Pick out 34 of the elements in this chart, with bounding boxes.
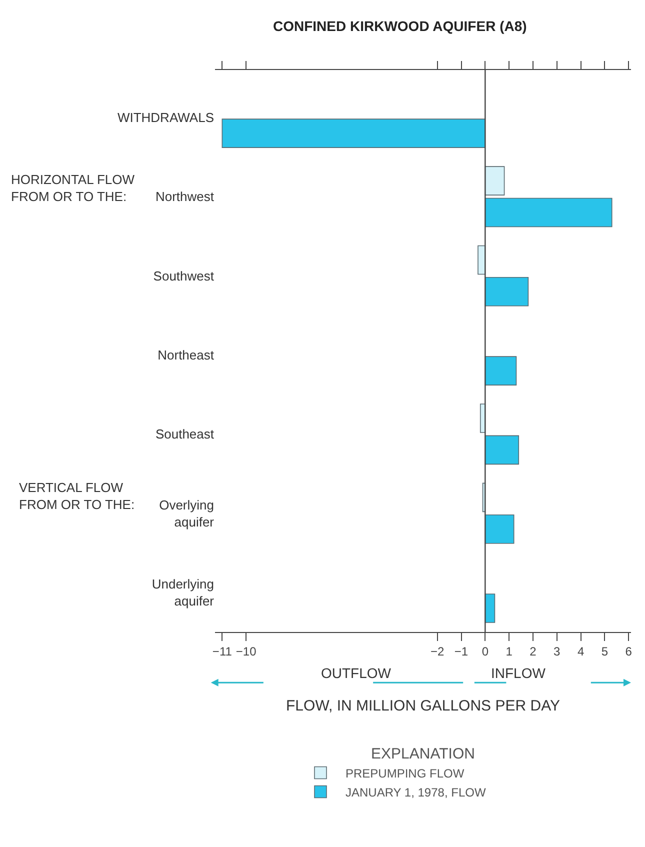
legend-label: PREPUMPING FLOW xyxy=(346,766,465,780)
bar xyxy=(484,356,517,386)
y-tick-label: Overlying aquifer xyxy=(159,497,215,530)
y-tick-label: WITHDRAWALS xyxy=(117,110,214,126)
y-tick-label: Southeast xyxy=(155,426,214,442)
x-axis-title: FLOW, IN MILLION GALLONS PER DAY xyxy=(286,697,560,714)
bar xyxy=(222,118,486,148)
bar xyxy=(484,166,505,196)
text: HORIZONTAL FLOW FROM OR TO THE: xyxy=(11,172,136,204)
x-tick-label: 3 xyxy=(554,644,561,658)
bar xyxy=(484,276,529,306)
x-tick-label: 2 xyxy=(530,644,537,658)
text: INFLOW xyxy=(491,665,546,681)
x-tick-label: −2 xyxy=(430,644,445,658)
x-tick-label: 4 xyxy=(577,644,584,658)
y-tick-label: Underlying aquifer xyxy=(152,576,215,608)
text: OUTFLOW xyxy=(321,665,392,681)
bar xyxy=(484,514,514,544)
x-tick-label: −1 xyxy=(454,644,468,658)
x-tick-label: 5 xyxy=(601,644,608,658)
bar xyxy=(484,198,612,228)
legend-label: JANUARY 1, 1978, FLOW xyxy=(346,785,486,800)
y-tick-label: Northwest xyxy=(155,189,214,204)
x-tick-label: 1 xyxy=(506,644,513,658)
y-tick-label: Southwest xyxy=(153,268,214,284)
x-tick-label: −11 xyxy=(212,644,232,658)
x-tick-label: 0 xyxy=(482,644,489,658)
x-tick-label: −10 xyxy=(236,644,257,658)
bar xyxy=(484,435,520,465)
y-tick-label: Northeast xyxy=(158,348,214,363)
legend-title: EXPLANATION xyxy=(371,745,475,762)
text: VERTICAL FLOW FROM OR TO THE: xyxy=(19,480,135,512)
x-tick-label: 6 xyxy=(625,644,632,658)
chart-title: CONFINED KIRKWOOD AQUIFER (A8) xyxy=(272,18,527,34)
